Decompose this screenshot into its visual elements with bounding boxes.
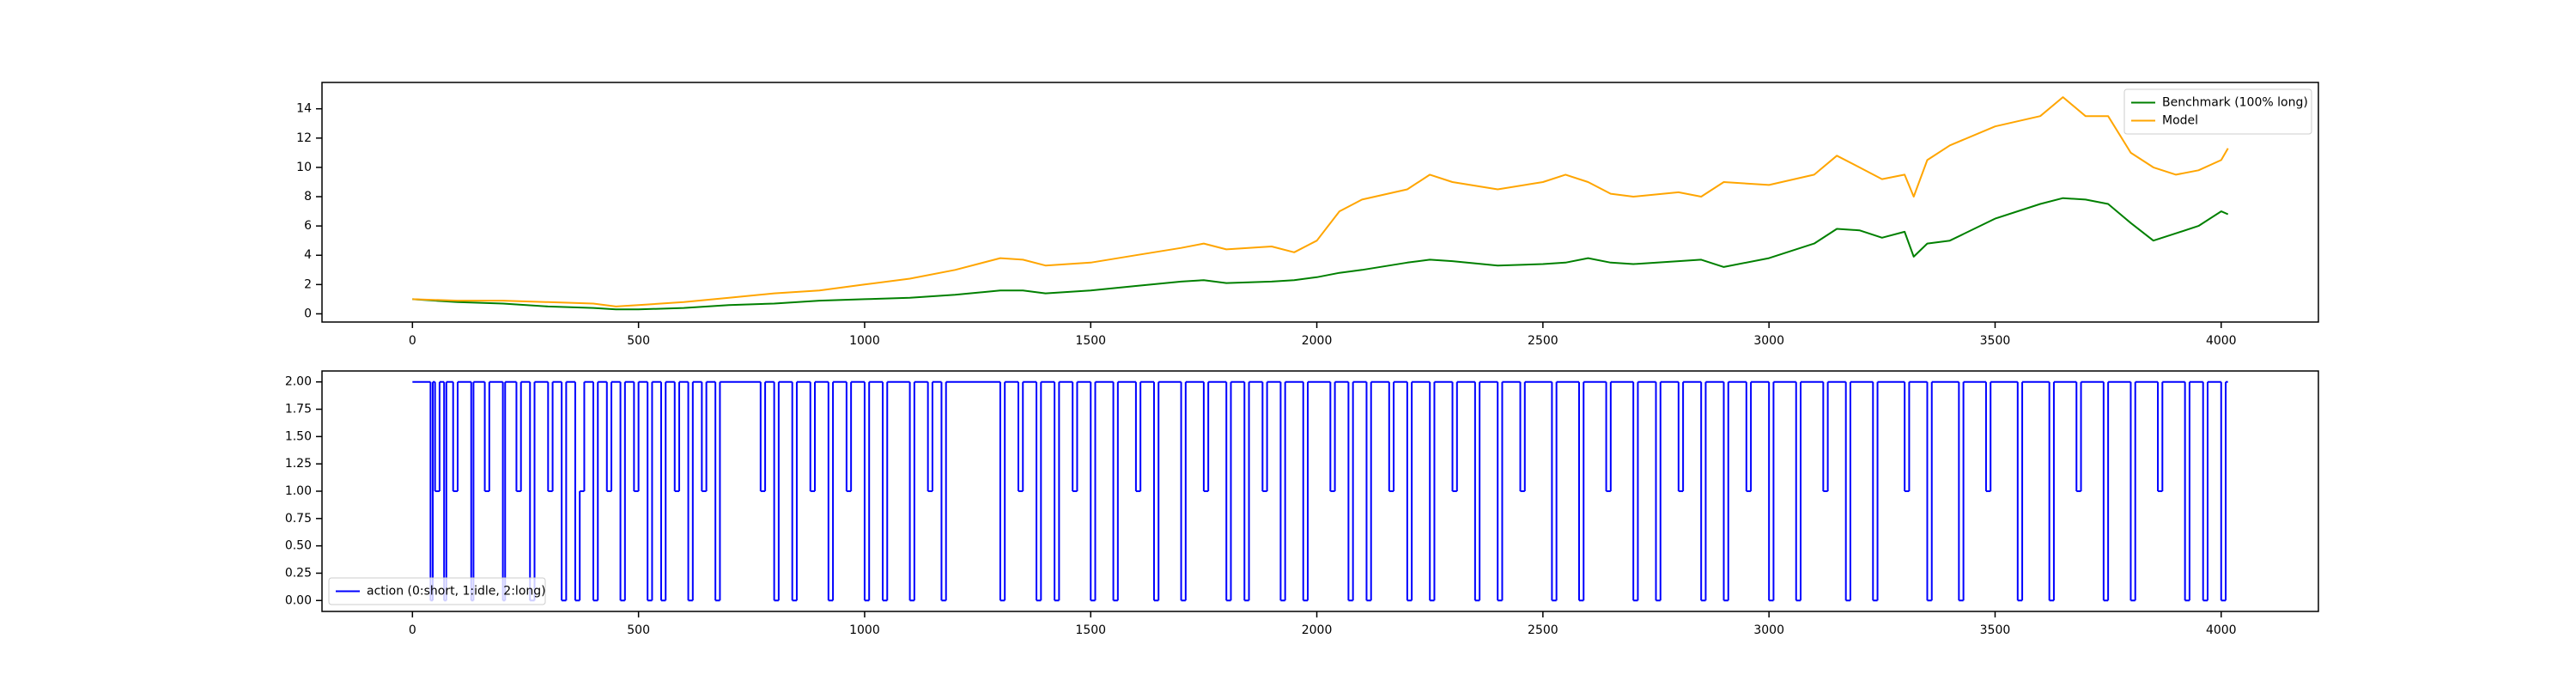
y-tick-label: 0.50	[285, 539, 312, 553]
x-tick-label: 2500	[1528, 623, 1558, 637]
legend-box	[2123, 88, 2312, 135]
x-tick-label: 3500	[1980, 334, 2011, 348]
x-tick-label: 500	[627, 623, 650, 637]
x-tick-label: 4000	[2206, 623, 2237, 637]
x-tick-label: 500	[627, 334, 650, 348]
legend: Benchmark (100% long) Model	[2123, 88, 2312, 135]
axes-frame	[321, 82, 2319, 323]
y-tick-label: 1.50	[285, 429, 312, 443]
x-tick-label: 3000	[1753, 334, 1784, 348]
y-tick-label: 10	[296, 161, 312, 174]
y-tick-label: 4	[304, 248, 312, 262]
legend: action (0:short, 1:idle, 2:long)	[328, 577, 546, 605]
y-tick-label: 14	[296, 102, 312, 116]
legend-label: Model	[2162, 114, 2198, 128]
subplot: 0 500 1000 1500 2000 2500 3000 3500 4000 0 2 4 6 8 10 1…	[296, 82, 2319, 348]
x-tick-label: 4000	[2206, 334, 2237, 348]
x-tick-label: 2000	[1302, 334, 1333, 348]
legend-box	[328, 577, 546, 605]
y-tick-label: 1.00	[285, 484, 312, 498]
x-tick-label: 1500	[1075, 334, 1106, 348]
y-tick-label: 6	[304, 219, 312, 233]
y-tick-label: 0.75	[285, 512, 312, 526]
x-tick-label: 1500	[1075, 623, 1106, 637]
x-tick-label: 2500	[1528, 334, 1558, 348]
legend-label: Benchmark (100% long)	[2162, 96, 2308, 110]
plot-area	[412, 96, 2229, 311]
y-tick-label: 1.25	[285, 457, 312, 471]
x-tick-label: 3000	[1753, 623, 1784, 637]
x-tick-label: 2000	[1302, 623, 1333, 637]
y-tick-label: 2.00	[285, 375, 312, 389]
x-tick-label: 0	[409, 334, 416, 348]
y-tick-label: 1.75	[285, 403, 312, 416]
y-tick-label: 2	[304, 277, 312, 291]
legend-label: action (0:short, 1:idle, 2:long)	[367, 585, 546, 599]
x-tick-label: 3500	[1980, 623, 2011, 637]
y-tick-label: 0.00	[285, 593, 312, 607]
subplot: 0 500 1000 1500 2000 2500 3000 3500 4000 0.00 0.25…	[285, 370, 2319, 637]
x-tick-label: 1000	[849, 334, 880, 348]
series-line	[412, 197, 2229, 311]
y-tick-label: 12	[296, 131, 312, 145]
plot-area	[412, 380, 2228, 602]
y-tick-label: 0	[304, 307, 312, 320]
x-tick-label: 1000	[849, 623, 880, 637]
series-line	[412, 96, 2229, 307]
x-tick-label: 0	[409, 623, 416, 637]
axes-frame	[321, 370, 2319, 612]
y-tick-label: 0.25	[285, 566, 312, 580]
y-tick-label: 8	[304, 190, 312, 204]
